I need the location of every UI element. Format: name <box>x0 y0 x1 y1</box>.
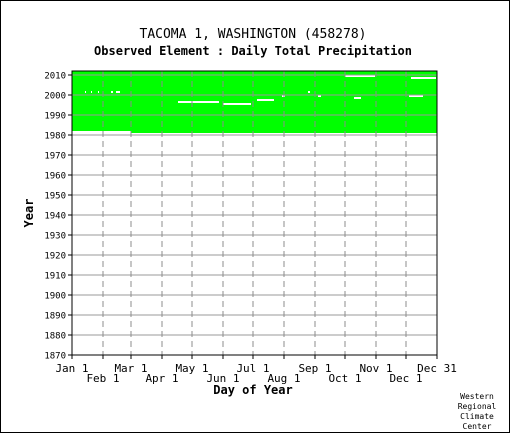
missing-segment <box>409 95 423 97</box>
x-tick-label: Nov 1 <box>359 362 392 375</box>
missing-segment <box>354 97 361 99</box>
credit-line: Regional <box>458 402 497 411</box>
x-tick-label: Jun 1 <box>206 372 239 385</box>
y-tick-label: 1950 <box>44 192 66 202</box>
missing-segment <box>116 91 120 93</box>
y-tick-label: 2010 <box>44 72 66 82</box>
missing-segment <box>178 101 219 103</box>
x-axis-label: Day of Year <box>213 383 292 397</box>
missing-segment <box>411 77 436 79</box>
observed-block <box>72 71 437 131</box>
x-tick-label: Feb 1 <box>86 372 119 385</box>
x-tick-label: May 1 <box>175 362 208 375</box>
grid-layer <box>72 71 437 356</box>
x-tick-label: Oct 1 <box>328 372 361 385</box>
y-tick-label: 1970 <box>44 152 66 162</box>
credit-line: Western <box>460 392 494 401</box>
plot-border <box>71 70 438 356</box>
missing-segment <box>308 91 310 93</box>
data-layer <box>72 71 437 133</box>
x-tick-label: Dec 1 <box>389 372 422 385</box>
y-tick-label: 1990 <box>44 112 66 122</box>
y-tick-label: 2000 <box>44 92 66 102</box>
chart-subtitle: Observed Element : Daily Total Precipita… <box>94 44 412 58</box>
y-axis-label: Year <box>22 199 36 228</box>
y-tick-label: 1980 <box>44 132 66 142</box>
x-tick-label: Aug 1 <box>267 372 300 385</box>
missing-segment <box>345 75 375 77</box>
missing-segment <box>318 95 321 97</box>
y-tick-label: 1910 <box>44 272 66 282</box>
missing-segment <box>85 91 86 93</box>
y-tick-label: 1890 <box>44 312 66 322</box>
missing-segment <box>91 91 92 93</box>
y-tick-label: 1870 <box>44 352 66 362</box>
x-tick-label: Mar 1 <box>114 362 147 375</box>
missing-segment <box>257 99 274 101</box>
y-tick-label: 1900 <box>44 292 66 302</box>
credit-line: Center <box>463 422 492 431</box>
y-tick-label: 1930 <box>44 232 66 242</box>
credit-line: Climate <box>460 412 494 421</box>
missing-segment <box>223 103 251 105</box>
x-tick-label: Sep 1 <box>298 362 331 375</box>
x-tick-label: Jan 1 <box>55 362 88 375</box>
missing-segment <box>98 91 99 93</box>
y-tick-label: 1940 <box>44 212 66 222</box>
y-tick-label: 1920 <box>44 252 66 262</box>
y-tick-label: 1960 <box>44 172 66 182</box>
chart-title: TACOMA 1, WASHINGTON (458278) <box>140 27 367 42</box>
x-tick-label: Apr 1 <box>145 372 178 385</box>
axis-layer: 2010 2000 1990 1980 1970 1960 1950 1940 1930 1920… <box>44 70 457 385</box>
x-tick-label: Dec 31 <box>417 362 457 375</box>
missing-segment <box>111 91 113 93</box>
y-tick-label: 1880 <box>44 332 66 342</box>
x-tick-label: Jul 1 <box>236 362 269 375</box>
